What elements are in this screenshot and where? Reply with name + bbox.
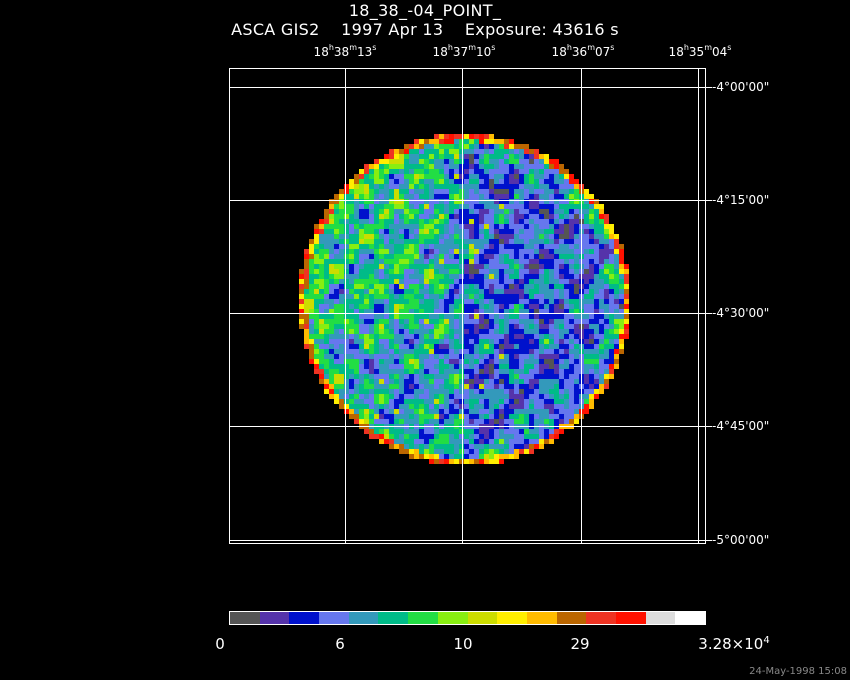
dec-label-4: -4°45'00": [712, 419, 770, 433]
colorbar-swatch-9: [497, 612, 527, 624]
colorbar-swatch-12: [586, 612, 616, 624]
colorbar-swatch-1: [259, 612, 290, 624]
dec-label-5: -5°00'00": [712, 533, 770, 547]
colorbar-swatch-11: [556, 612, 587, 624]
dec-tick-5: [706, 540, 712, 541]
colorbar-label-3: 29: [570, 635, 590, 653]
image-subtitle: ASCA GIS2 1997 Apr 13 Exposure: 43616 s: [231, 20, 619, 39]
ra-label-1: 18h38m13s: [313, 43, 377, 59]
colorbar-label-2: 10: [453, 635, 473, 653]
ra-label-3: 18h36m07s: [551, 43, 615, 59]
colorbar-swatch-13: [615, 612, 646, 624]
dec-label-1: -4°00'00": [712, 80, 770, 94]
ra-label-4: 18h35m04s: [668, 43, 732, 59]
colorbar-swatch-4: [348, 612, 379, 624]
colorbar-swatch-15: [675, 612, 705, 624]
colorbar-label-max: 3.28×104: [698, 635, 770, 653]
dec-tick-4: [706, 426, 712, 427]
dec-tick-3: [706, 313, 712, 314]
image-title: 18_38_-04_POINT_: [348, 1, 502, 20]
colorbar-swatch-2: [289, 612, 320, 624]
timestamp: 24-May-1998 15:08: [749, 666, 847, 677]
colorbar-swatch-7: [437, 612, 468, 624]
detector-image: [299, 134, 629, 464]
dec-tick-1: [706, 87, 712, 88]
colorbar-label-1: 6: [335, 635, 345, 653]
colorbar-swatch-5: [378, 612, 409, 624]
xray-image-plot: [229, 68, 706, 544]
colorbar-label-0: 0: [215, 635, 225, 653]
colorbar-swatch-6: [408, 612, 438, 624]
dec-tick-2: [706, 200, 712, 201]
dec-label-3: -4°30'00": [712, 306, 770, 320]
colorbar: [229, 611, 706, 625]
coordinate-grid: [229, 68, 706, 544]
colorbar-swatch-14: [645, 612, 676, 624]
dec-label-2: -4°15'00": [712, 193, 770, 207]
colorbar-swatch-0: [230, 612, 260, 624]
ra-label-2: 18h37m10s: [432, 43, 496, 59]
colorbar-swatch-8: [467, 612, 498, 624]
colorbar-swatch-3: [319, 612, 349, 624]
colorbar-swatch-10: [526, 612, 557, 624]
plot-frame: [229, 68, 706, 544]
